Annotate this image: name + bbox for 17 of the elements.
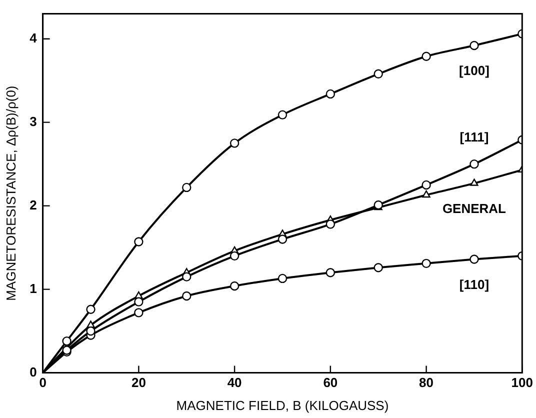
x-tick-label: 40 xyxy=(227,375,242,390)
series-label: [111] xyxy=(460,130,489,145)
x-tick-label: 80 xyxy=(419,375,434,390)
y-tick-label: 2 xyxy=(30,197,37,212)
y-tick-label: 1 xyxy=(30,280,37,296)
y-tick-label: 4 xyxy=(30,30,38,46)
x-tick-label: 20 xyxy=(131,375,146,390)
x-tick-label: 60 xyxy=(323,375,338,390)
y-axis-title: MAGNETORESISTANCE, Δρ(B)/ρ(0) xyxy=(3,86,18,301)
x-tick-label: 0 xyxy=(39,375,46,390)
y-tick-label: 3 xyxy=(30,114,37,129)
series-label: [100] xyxy=(459,63,490,78)
y-tick-label: 0 xyxy=(30,364,37,380)
x-axis-title: MAGNETIC FIELD, B (KILOGAUSS) xyxy=(176,398,389,413)
series-label: GENERAL xyxy=(442,200,506,216)
series-label: [110] xyxy=(459,276,490,292)
x-tick-label: 100 xyxy=(511,375,534,390)
